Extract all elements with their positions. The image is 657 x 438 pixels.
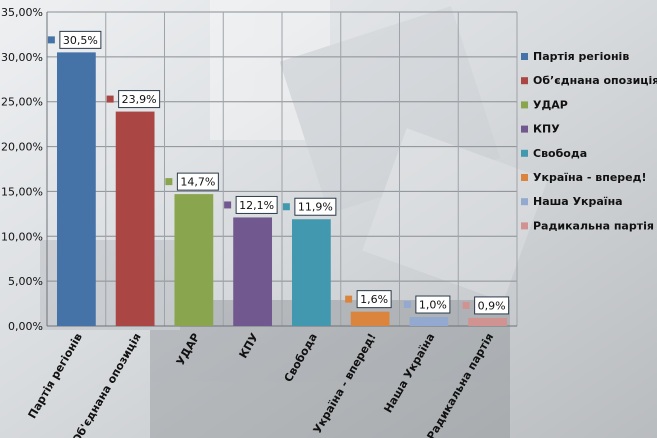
legend-label: Наша Україна — [533, 195, 623, 208]
y-tick-label: 0,00% — [8, 320, 43, 333]
data-label-box — [294, 197, 337, 216]
legend-swatch — [521, 77, 528, 85]
data-label-box — [474, 296, 510, 315]
data-label: 23,9% — [122, 93, 157, 106]
y-tick-label: 30,00% — [1, 51, 43, 64]
data-label-box — [118, 90, 161, 109]
data-label: 1,6% — [360, 293, 388, 306]
data-label: 30,5% — [63, 34, 98, 47]
data-label-marker — [165, 178, 173, 186]
data-labels: 30,5% 23,9% 14,7% 12,1% 11,9% 1,6% 1,0% 0,9% — [47, 30, 510, 315]
data-label-marker — [47, 36, 55, 44]
data-label-box — [235, 195, 278, 214]
bar — [115, 111, 155, 326]
data-label-marker — [345, 295, 353, 303]
data-label: 14,7% — [180, 176, 215, 189]
y-tick-label: 25,00% — [1, 96, 43, 109]
legend-swatch — [521, 222, 528, 230]
data-label-marker — [282, 203, 290, 211]
legend-label: УДАР — [533, 98, 568, 111]
legend-swatch — [521, 53, 528, 60]
data-label-marker — [462, 301, 470, 309]
legend-swatch — [521, 101, 528, 109]
data-label: 1,0% — [419, 299, 447, 312]
y-tick-label: 20,00% — [1, 141, 43, 154]
y-tick-label: 10,00% — [1, 230, 43, 243]
legend-label: Україна - вперед! — [533, 171, 647, 184]
bar — [409, 317, 449, 326]
data-label-marker — [403, 301, 411, 309]
data-label-box — [176, 172, 219, 191]
bar — [174, 194, 214, 326]
bar — [291, 219, 331, 326]
data-label: 12,1% — [239, 199, 274, 212]
bars — [56, 52, 508, 326]
legend: Партія регіонів Об’єднана опозиція УДАР КПУ… — [521, 50, 657, 232]
data-label-box — [356, 290, 392, 309]
data-label-marker — [106, 95, 114, 103]
legend-swatch — [521, 198, 528, 206]
y-tick-label: 5,00% — [8, 275, 43, 288]
legend-swatch — [521, 125, 528, 133]
bar — [350, 311, 390, 326]
data-label-box — [59, 30, 102, 49]
legend-label: Свобода — [533, 147, 587, 160]
bar — [56, 52, 96, 326]
legend-label: Партія регіонів — [533, 50, 629, 63]
data-label-box — [415, 295, 451, 314]
y-tick-label: 15,00% — [1, 185, 43, 198]
data-label: 0,9% — [478, 299, 506, 312]
data-label: 11,9% — [298, 201, 333, 214]
bar — [233, 217, 273, 326]
legend-label: Радикальна партія — [533, 219, 654, 232]
y-tick-label: 35,00% — [1, 6, 43, 19]
bar — [468, 317, 508, 326]
legend-label: Об’єднана опозиція — [533, 74, 657, 87]
legend-label: КПУ — [533, 123, 560, 136]
legend-swatch — [521, 174, 528, 181]
legend-swatch — [521, 149, 528, 157]
data-label-marker — [224, 201, 232, 209]
